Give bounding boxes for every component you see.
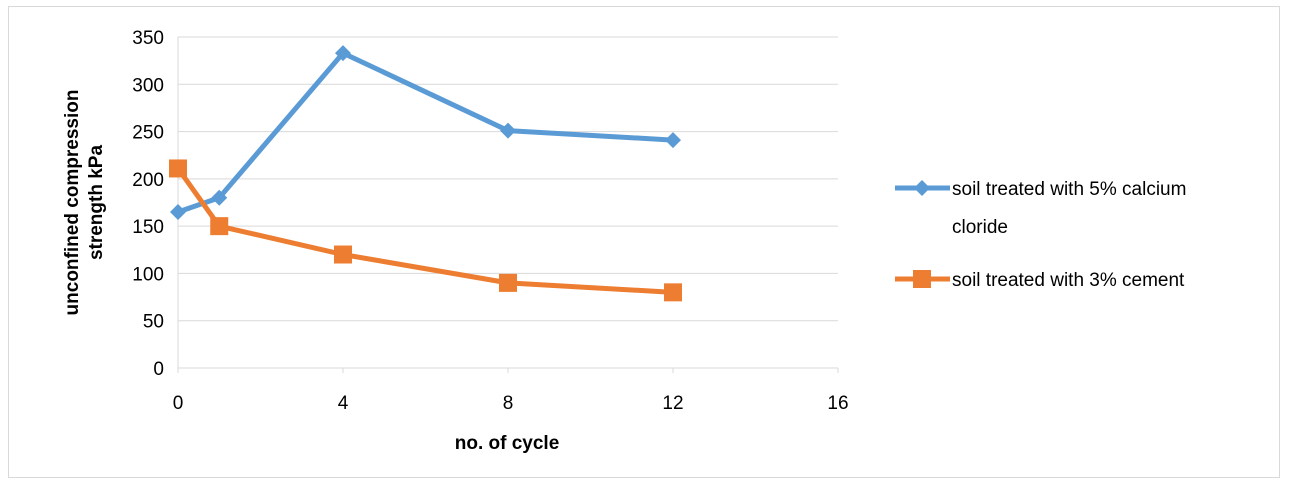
y-tick-labels: 0 50 100 150 200 250 300 350 <box>132 28 164 380</box>
series-group <box>169 45 682 302</box>
x-axis-title: no. of cycle <box>455 433 560 454</box>
legend-marker <box>913 270 931 288</box>
y-tick-label: 350 <box>132 28 164 49</box>
data-point <box>500 122 516 139</box>
data-point <box>170 203 186 220</box>
y-axis-title-line: unconfined compression <box>62 90 83 316</box>
series-1 <box>170 45 681 220</box>
y-tick-label: 250 <box>132 123 164 144</box>
series-2 <box>169 159 682 302</box>
x-tick-label: 0 <box>173 393 184 414</box>
y-axis-title: unconfined compression strength kPa <box>62 90 107 316</box>
x-tick-label: 12 <box>662 393 683 414</box>
data-point <box>499 273 517 292</box>
y-axis-title-line: strength kPa <box>86 145 107 261</box>
axes <box>177 37 839 373</box>
legend-item: soil treated with 5% calcium cloride <box>895 179 1186 238</box>
series-line <box>177 50 674 215</box>
legend-item: soil treated with 3% cement <box>895 270 1185 291</box>
y-tick-label: 300 <box>132 75 164 96</box>
data-point <box>335 45 351 62</box>
x-tick-label: 16 <box>827 393 848 414</box>
legend-label: cloride <box>952 217 1008 238</box>
data-point <box>211 189 228 206</box>
data-point <box>334 245 352 264</box>
x-tick-label: 4 <box>338 393 349 414</box>
x-tick-labels: 0 4 8 12 16 <box>173 393 849 414</box>
y-tick-label: 50 <box>143 312 164 333</box>
x-tick-label: 8 <box>503 393 514 414</box>
legend: soil treated with 5% calciumcloridesoil … <box>895 179 1186 291</box>
data-point <box>665 132 681 149</box>
legend-label: soil treated with 5% calcium <box>952 179 1186 200</box>
y-tick-label: 150 <box>132 217 164 238</box>
y-tick-label: 0 <box>153 359 164 380</box>
data-point <box>664 283 682 302</box>
legend-label: soil treated with 3% cement <box>952 270 1185 291</box>
y-tick-label: 100 <box>132 264 164 285</box>
legend-marker <box>914 180 930 196</box>
y-tick-label: 200 <box>132 170 164 191</box>
data-point <box>169 159 187 178</box>
data-point <box>210 217 229 236</box>
